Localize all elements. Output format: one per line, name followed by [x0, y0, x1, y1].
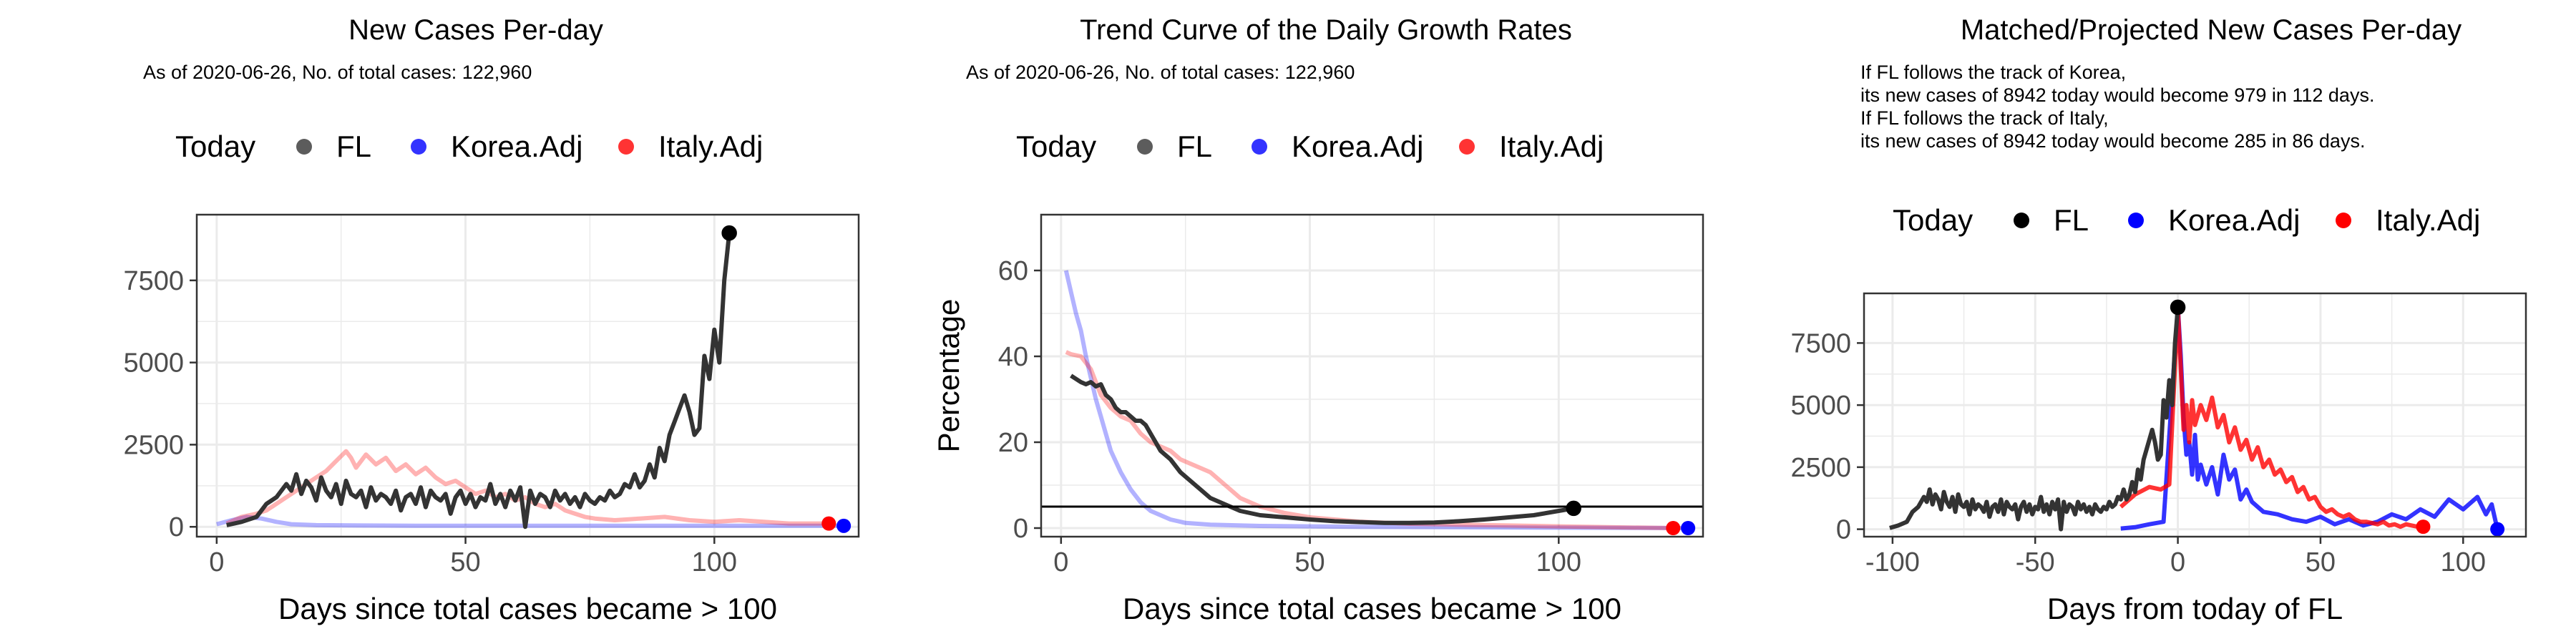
legend-label: Korea.Adj — [2168, 203, 2300, 237]
x-axis-title: Days from today of FL — [2047, 592, 2343, 625]
y-tick-label: 5000 — [1790, 391, 1851, 421]
legend: Today FL Korea.Adj Italy.Adj — [1016, 130, 1604, 163]
chart-note: its new cases of 8942 today would become… — [1860, 130, 2365, 152]
legend-title: Today — [1016, 130, 1096, 163]
legend-key-italy-adj — [2336, 213, 2351, 228]
legend-key-korea-adj — [411, 139, 426, 155]
y-tick-label: 0 — [1013, 514, 1028, 544]
chart-note: If FL follows the track of Italy, — [1860, 107, 2109, 129]
x-axis: -100 -50 0 50 100 — [1865, 537, 2486, 577]
y-tick-label: 0 — [169, 512, 184, 542]
legend-label: Korea.Adj — [1292, 130, 1423, 163]
legend-label: FL — [1177, 130, 1212, 163]
today-point-korea-adj — [1681, 521, 1696, 535]
x-tick-label: -100 — [1865, 547, 1920, 577]
legend-label: Italy.Adj — [2376, 203, 2480, 237]
x-tick-label: -50 — [2016, 547, 2055, 577]
series-line-fl — [226, 233, 732, 530]
y-axis: 0 2500 5000 7500 — [1790, 328, 1864, 545]
chart-note: If FL follows the track of Korea, — [1860, 62, 2126, 83]
x-tick-label: 0 — [2170, 547, 2185, 577]
plot-border — [1040, 213, 1704, 538]
y-tick-label: 0 — [1836, 515, 1851, 545]
legend-label: FL — [336, 130, 371, 163]
legend-title: Today — [175, 130, 255, 163]
series-line-italy-adj — [225, 449, 829, 526]
x-tick-label: 50 — [450, 547, 480, 577]
legend-key-korea-adj — [2128, 213, 2144, 228]
legend-label: Italy.Adj — [658, 130, 763, 163]
legend-key-korea-adj — [1252, 139, 1267, 155]
x-tick-label: 50 — [2306, 547, 2336, 577]
legend: Today FL Korea.Adj Italy.Adj — [175, 130, 763, 163]
legend-label: FL — [2054, 203, 2089, 237]
x-tick-label: 100 — [692, 547, 737, 577]
x-tick-label: 0 — [209, 547, 224, 577]
gridlines — [1041, 215, 1703, 537]
x-tick-label: 100 — [2441, 547, 2486, 577]
legend: Today FL Korea.Adj Italy.Adj — [1893, 203, 2480, 237]
x-tick-label: 100 — [1536, 547, 1581, 577]
today-point-korea-adj — [2490, 522, 2505, 537]
x-axis: 0 50 100 — [209, 537, 737, 577]
today-point-fl — [721, 225, 737, 241]
legend-key-fl — [1137, 139, 1153, 155]
legend-title: Today — [1893, 203, 1973, 237]
y-tick-label: 2500 — [1790, 453, 1851, 483]
legend-key-italy-adj — [1459, 139, 1475, 155]
legend-label: Korea.Adj — [451, 130, 582, 163]
chart-title: Matched/Projected New Cases Per-day — [1961, 14, 2462, 46]
y-axis: 0 20 40 60 — [998, 256, 1041, 544]
plot-border — [195, 213, 860, 538]
chart-title: New Cases Per-day — [348, 14, 603, 46]
legend-key-italy-adj — [618, 139, 634, 155]
y-axis: 0 2500 5000 7500 — [123, 266, 197, 542]
series-line-fl — [1889, 307, 2180, 532]
x-tick-label: 50 — [1294, 547, 1324, 577]
y-tick-label: 7500 — [1790, 328, 1851, 358]
chart-panel-3: Matched/Projected New Cases Per-day If FL… — [1790, 14, 2527, 625]
x-axis: 0 50 100 — [1053, 537, 1581, 577]
chart-note: its new cases of 8942 today would become… — [1860, 84, 2374, 106]
legend-label: Italy.Adj — [1499, 130, 1604, 163]
chart-note: As of 2020-06-26, No. of total cases: 12… — [966, 62, 1355, 83]
x-axis-title: Days since total cases became > 100 — [1123, 592, 1621, 625]
today-point-italy-adj — [1666, 521, 1681, 535]
y-tick-label: 60 — [998, 256, 1028, 286]
series-line-fl — [1070, 374, 1574, 525]
today-point-fl — [1566, 500, 1581, 517]
y-tick-label: 20 — [998, 428, 1028, 458]
y-tick-label: 2500 — [123, 430, 184, 460]
y-tick-label: 5000 — [123, 348, 184, 379]
chart-title: Trend Curve of the Daily Growth Rates — [1080, 14, 1572, 46]
gridlines — [1864, 293, 2526, 537]
x-axis-title: Days since total cases became > 100 — [278, 592, 777, 625]
today-point-italy-adj — [821, 516, 836, 531]
legend-key-fl — [296, 139, 312, 155]
y-tick-label: 7500 — [123, 266, 184, 296]
series-line-italy-adj — [2119, 305, 2424, 530]
today-point-italy-adj — [2416, 519, 2431, 535]
today-point-korea-adj — [836, 518, 852, 533]
plot-area — [1041, 215, 1703, 537]
x-tick-label: 0 — [1053, 547, 1068, 577]
plot-border — [1863, 292, 2527, 538]
today-point-fl — [2170, 299, 2186, 316]
legend-key-fl — [2014, 213, 2029, 228]
series-line-korea-adj — [1063, 270, 1689, 530]
y-axis-title: Percentage — [932, 299, 965, 453]
y-tick-label: 40 — [998, 342, 1028, 372]
chart-panel-2: Trend Curve of the Daily Growth Rates As … — [932, 14, 1704, 625]
gridlines — [197, 215, 859, 537]
chart-panel-1: New Cases Per-day As of 2020-06-26, No. o… — [123, 14, 860, 625]
chart-note: As of 2020-06-26, No. of total cases: 12… — [143, 62, 532, 83]
series-line-korea-adj — [2120, 305, 2500, 531]
